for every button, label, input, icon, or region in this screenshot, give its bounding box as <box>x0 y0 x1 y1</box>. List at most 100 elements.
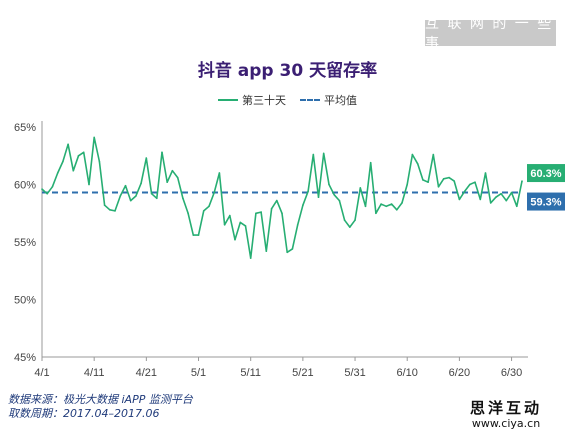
data-point <box>411 153 414 156</box>
data-point <box>234 238 236 241</box>
data-point <box>156 197 158 200</box>
y-tick-label: 45% <box>14 352 36 364</box>
data-point <box>145 157 148 159</box>
data-point <box>291 248 294 250</box>
legend-label-series: 第三十天 <box>242 94 286 107</box>
data-point <box>103 204 106 206</box>
data-point <box>369 161 372 164</box>
data-point <box>359 187 362 189</box>
data-point <box>406 183 409 186</box>
data-point <box>72 169 75 172</box>
data-point <box>375 212 377 215</box>
chart-legend: 第三十天 平均值 <box>218 92 371 108</box>
data-point <box>260 211 262 213</box>
data-point <box>302 204 304 206</box>
data-point <box>166 181 168 183</box>
data-point <box>93 136 95 139</box>
data-point <box>281 212 283 215</box>
data-point <box>88 183 90 186</box>
data-point <box>244 225 247 227</box>
data-point <box>422 179 424 181</box>
data-point <box>255 212 257 215</box>
y-tick-label: 55% <box>14 237 36 249</box>
data-point <box>474 181 476 183</box>
data-point <box>161 151 163 154</box>
data-point <box>276 199 278 202</box>
data-point <box>51 186 54 188</box>
data-point <box>62 160 64 163</box>
end-label-series-box <box>527 164 565 183</box>
data-point <box>442 178 445 180</box>
series-line <box>41 136 523 259</box>
x-tick-label: 4/21 <box>136 367 157 379</box>
data-point <box>307 190 309 193</box>
data-point <box>82 151 85 154</box>
data-point <box>427 181 429 183</box>
x-tick-label: 4/11 <box>84 367 105 379</box>
data-point <box>510 191 513 194</box>
x-tick-label: 5/11 <box>240 367 261 379</box>
source-line: 数据来源：极光大数据 iAPP 监测平台 <box>8 393 193 406</box>
data-point <box>135 195 137 197</box>
data-point <box>286 251 289 254</box>
data-point <box>385 205 388 208</box>
data-point <box>479 198 482 201</box>
data-point <box>270 207 273 210</box>
data-point <box>171 169 174 172</box>
data-point <box>67 143 69 146</box>
data-point <box>463 190 466 193</box>
data-point <box>239 221 242 224</box>
data-point <box>124 184 127 187</box>
data-point <box>401 202 403 204</box>
data-point <box>114 210 116 212</box>
x-tick-label: 6/10 <box>397 367 418 379</box>
data-point <box>213 191 215 194</box>
data-source-note: 数据来源：极光大数据 iAPP 监测平台 取数周期：2017.04–2017.0… <box>8 393 193 421</box>
brand-logo: 思洋互动 www.ciya.cn <box>470 399 542 430</box>
data-point <box>109 209 111 211</box>
x-tick-label: 6/30 <box>501 367 522 379</box>
data-point <box>390 203 393 205</box>
data-point <box>223 224 226 226</box>
data-point <box>176 176 179 179</box>
data-point <box>182 197 184 200</box>
data-point <box>453 180 456 182</box>
data-point <box>46 192 48 195</box>
x-tick-label: 4/1 <box>34 367 49 379</box>
data-point <box>516 205 518 208</box>
data-point <box>338 199 341 202</box>
end-label-series: 60.3% <box>530 168 561 180</box>
data-point <box>364 205 367 208</box>
y-tick-label: 65% <box>14 122 36 134</box>
data-point <box>349 226 351 228</box>
x-tick-label: 5/21 <box>292 367 313 379</box>
brand-url: www.ciya.cn <box>471 417 541 430</box>
legend-item-average: 平均值 <box>300 92 357 108</box>
data-point <box>197 234 200 236</box>
data-point <box>458 198 461 201</box>
data-point <box>343 219 346 221</box>
x-tick-label: 5/1 <box>191 367 206 379</box>
data-point <box>380 203 382 205</box>
data-point <box>505 199 508 202</box>
watermark: 互 联 网 的 一 些 事 <box>425 16 556 52</box>
data-point <box>322 152 325 155</box>
data-point <box>448 176 450 179</box>
data-point <box>208 205 210 208</box>
data-point <box>119 195 122 197</box>
y-tick-label: 60% <box>14 180 36 192</box>
data-point <box>354 219 356 221</box>
data-point <box>432 153 435 156</box>
data-point <box>202 210 205 212</box>
data-point <box>469 183 471 186</box>
end-label-average-box <box>527 192 565 211</box>
x-tick-label: 5/31 <box>344 367 365 379</box>
data-point <box>416 163 419 165</box>
period-line: 取数周期：2017.04–2017.06 <box>8 407 160 420</box>
data-point <box>218 172 221 174</box>
data-point <box>77 155 80 157</box>
x-tick-label: 6/20 <box>449 367 470 379</box>
data-point <box>265 250 268 252</box>
data-point <box>396 209 398 211</box>
